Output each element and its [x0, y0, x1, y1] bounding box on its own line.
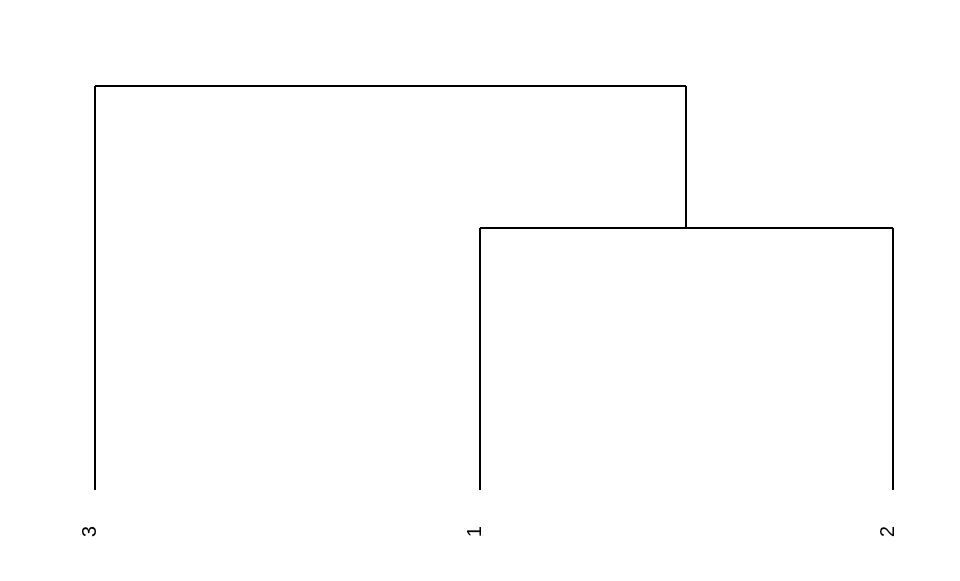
leaf-label-2: 2: [877, 526, 900, 537]
dendrogram-plot: 3 1 2: [0, 0, 960, 576]
leaf-label-1: 1: [464, 526, 487, 537]
leaf-label-3: 3: [79, 526, 102, 537]
dendrogram-svg: [0, 0, 960, 576]
